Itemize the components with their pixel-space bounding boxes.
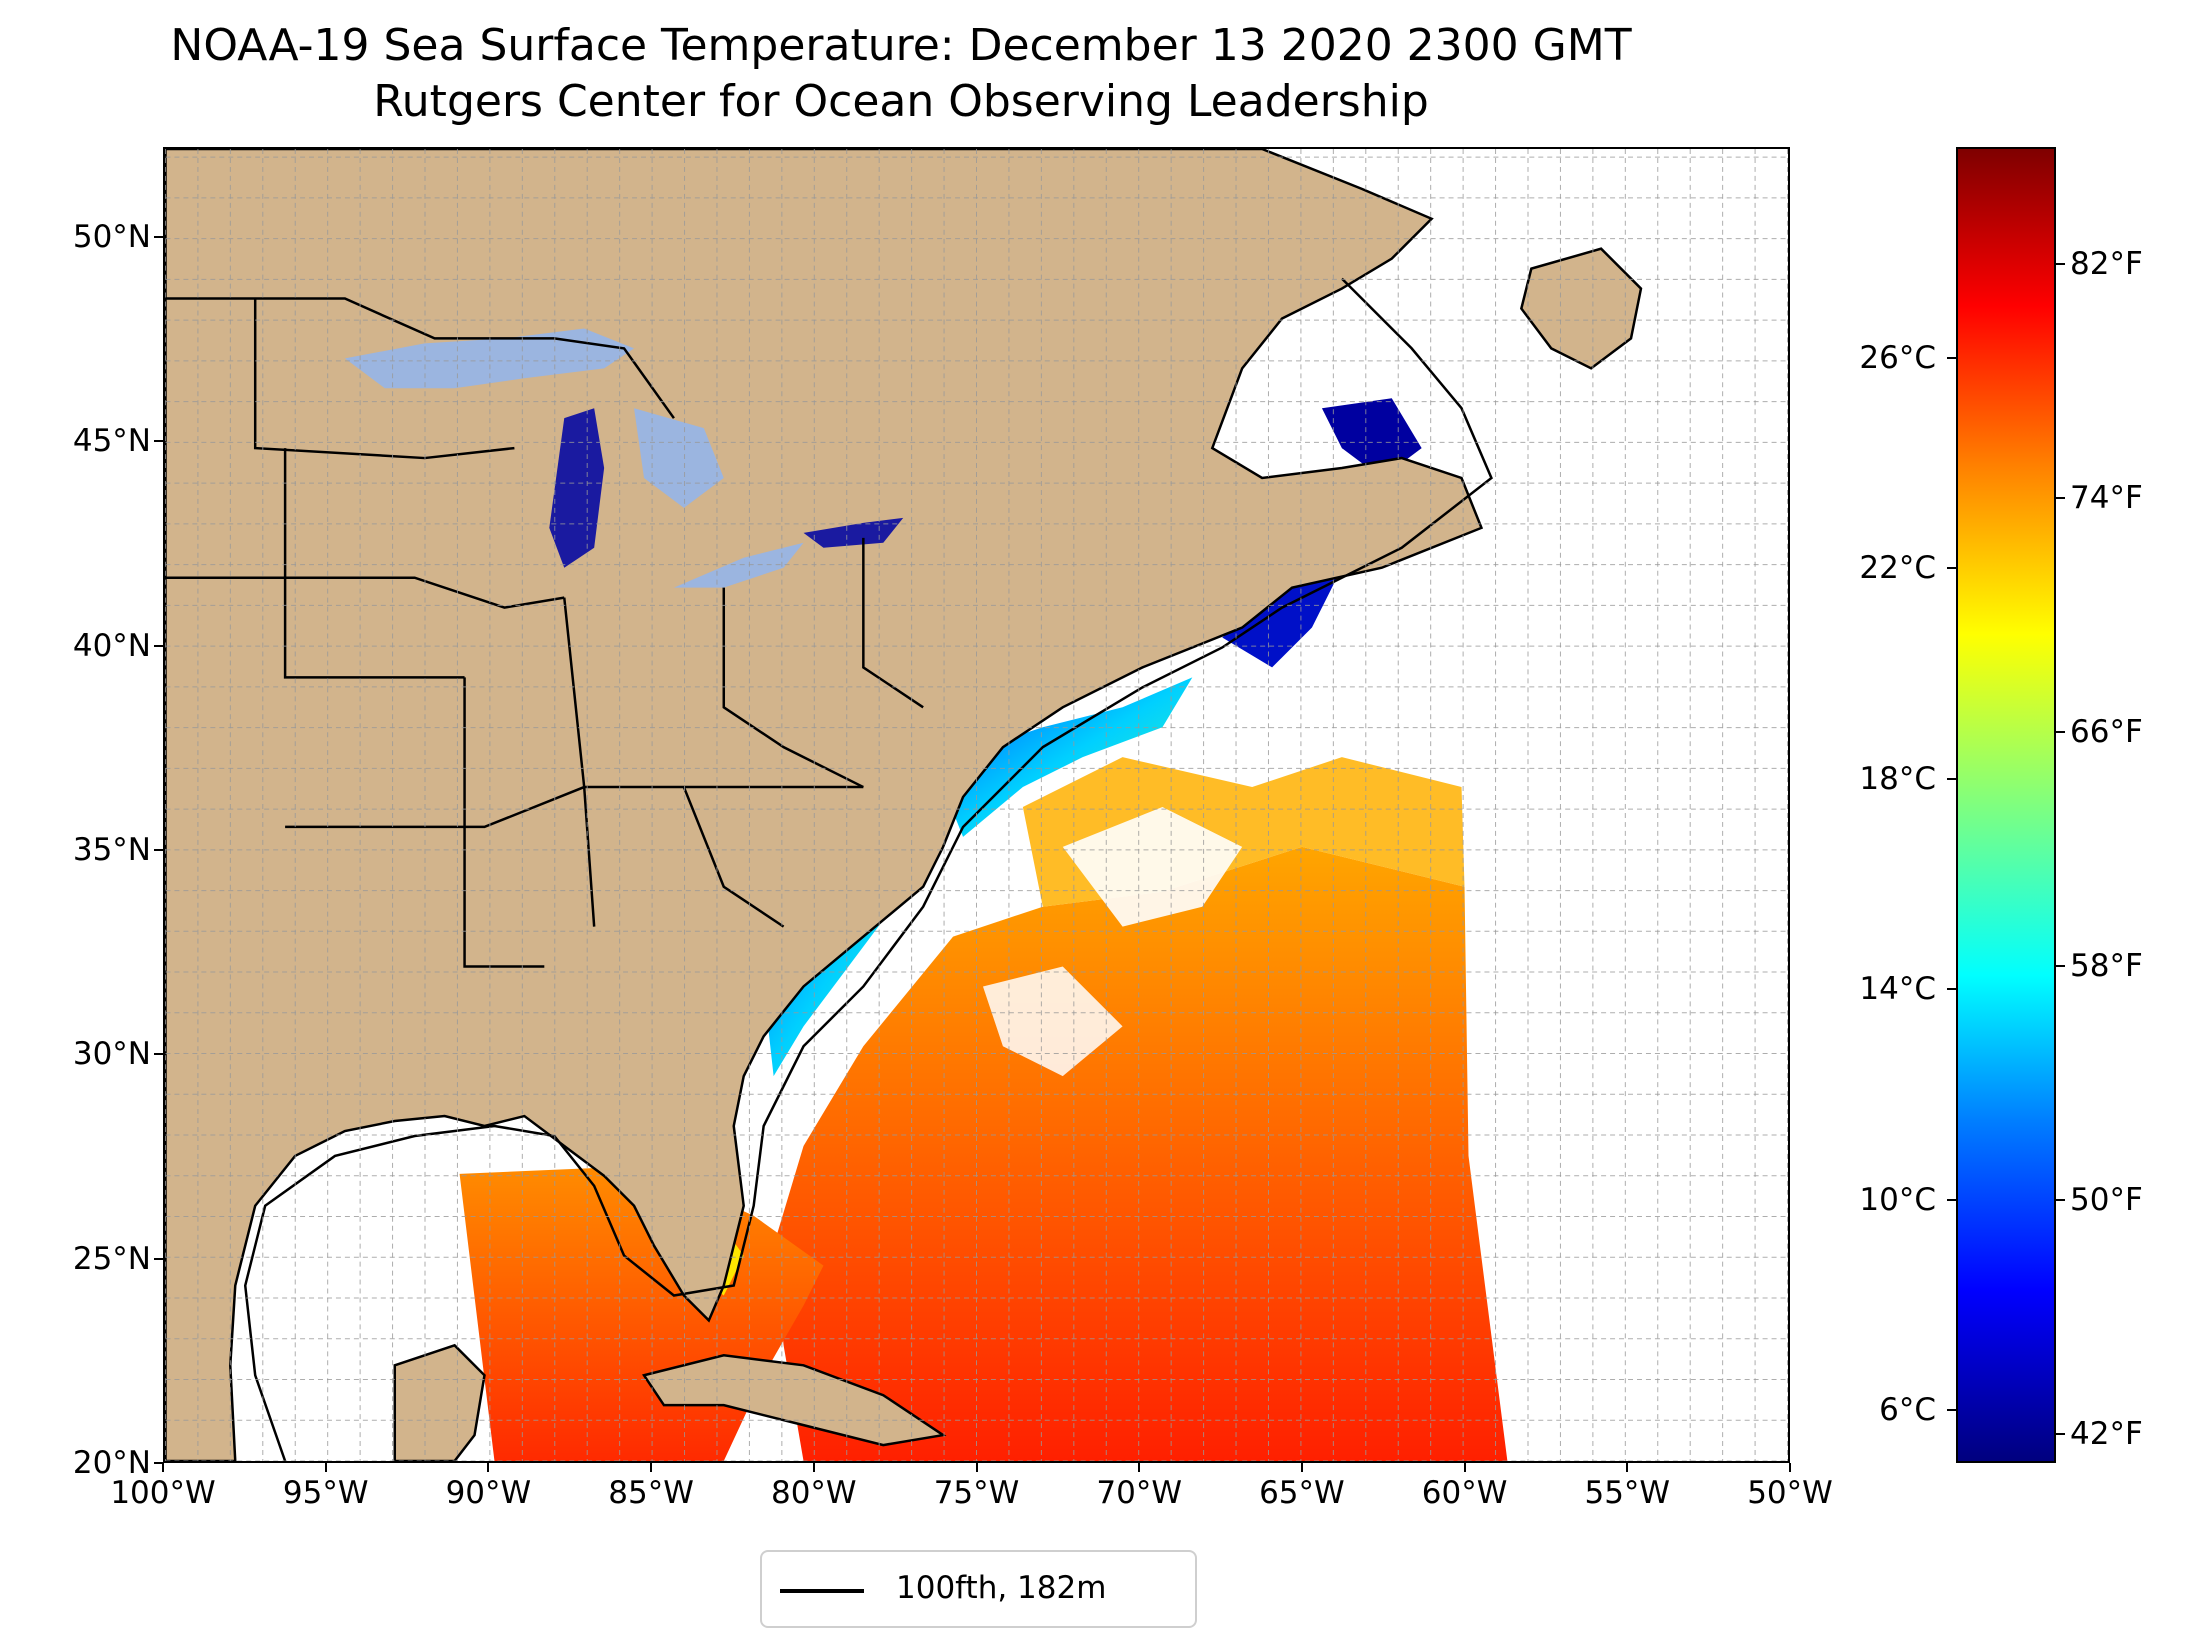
colorbar-fahrenheit-label: 58°F bbox=[2070, 947, 2143, 984]
axis-tick bbox=[2056, 730, 2065, 733]
lat-tick-label: 35°N bbox=[72, 831, 151, 868]
axis-tick bbox=[1789, 1463, 1791, 1472]
axis-tick bbox=[1947, 777, 1956, 780]
colorbar-fahrenheit-label: 42°F bbox=[2070, 1415, 2143, 1452]
colorbar-fahrenheit-label: 82°F bbox=[2070, 245, 2143, 282]
axis-tick bbox=[2056, 1432, 2065, 1435]
chart-subtitle: Rutgers Center for Ocean Observing Leade… bbox=[373, 76, 1429, 127]
axis-tick bbox=[1138, 1463, 1141, 1472]
colorbar-celsius-label: 22°C bbox=[1859, 550, 1936, 587]
lon-tick-label: 50°W bbox=[1747, 1475, 1833, 1511]
great-lakes bbox=[344, 328, 904, 588]
lon-tick-label: 90°W bbox=[445, 1475, 532, 1511]
axis-tick bbox=[154, 1462, 163, 1464]
chart-title: NOAA-19 Sea Surface Temperature: Decembe… bbox=[170, 20, 1632, 71]
lon-tick-label: 95°W bbox=[282, 1475, 369, 1511]
cuba-land bbox=[641, 1354, 947, 1447]
newfoundland-land bbox=[1519, 247, 1643, 370]
land bbox=[165, 149, 1643, 1461]
lat-tick-label: 45°N bbox=[72, 423, 151, 460]
legend-line-swatch bbox=[780, 1589, 864, 1593]
clouds-white-gaps bbox=[1062, 806, 1243, 927]
axis-tick bbox=[1947, 1409, 1956, 1412]
axis-tick bbox=[975, 1463, 978, 1472]
colorbar-celsius-label: 14°C bbox=[1859, 971, 1936, 1008]
lon-tick-label: 80°W bbox=[770, 1475, 857, 1511]
political-borders bbox=[165, 297, 924, 968]
sst-map bbox=[163, 147, 1790, 1463]
colorbar-celsius-label: 10°C bbox=[1859, 1181, 1936, 1218]
axis-tick bbox=[154, 1257, 163, 1260]
lat-tick-label: 25°N bbox=[72, 1240, 151, 1277]
colorbar-celsius-label: 6°C bbox=[1879, 1392, 1936, 1429]
axis-tick bbox=[154, 1053, 163, 1056]
colorbar-fahrenheit-label: 50°F bbox=[2070, 1181, 2143, 1218]
lake-huron bbox=[634, 408, 724, 508]
lat-tick-label: 40°N bbox=[72, 627, 151, 664]
axis-tick bbox=[154, 235, 163, 238]
axis-tick bbox=[1300, 1463, 1303, 1472]
isobath-100fth bbox=[243, 277, 1493, 1461]
axis-tick bbox=[2056, 1198, 2065, 1201]
lon-tick-label: 100°W bbox=[110, 1475, 216, 1511]
axis-tick bbox=[2056, 262, 2065, 265]
axis-tick bbox=[487, 1463, 490, 1472]
colorbar-celsius-label: 18°C bbox=[1859, 760, 1936, 797]
axis-tick bbox=[1626, 1463, 1629, 1472]
axis-tick bbox=[154, 440, 163, 443]
lon-tick-label: 85°W bbox=[608, 1475, 694, 1511]
axis-tick bbox=[1947, 988, 1956, 991]
north-america-land bbox=[165, 149, 1484, 1461]
axis-tick bbox=[1947, 1198, 1956, 1201]
lon-tick-label: 70°W bbox=[1096, 1475, 1182, 1511]
colorbar-fahrenheit-label: 66°F bbox=[2070, 713, 2143, 750]
mid-atlantic-shelf-water bbox=[943, 677, 1193, 837]
legend: 100fth, 182m bbox=[760, 1550, 1197, 1628]
gulf-stream-warm-water bbox=[773, 846, 1508, 1461]
legend-label: 100fth, 182m bbox=[896, 1570, 1107, 1606]
lon-tick-label: 60°W bbox=[1421, 1475, 1508, 1511]
graticule bbox=[165, 149, 1788, 1461]
axis-tick bbox=[1463, 1463, 1466, 1472]
lat-tick-label: 50°N bbox=[72, 218, 151, 255]
lake-michigan bbox=[549, 408, 605, 568]
axis-tick bbox=[2056, 964, 2065, 967]
clouds-white-gaps-2 bbox=[982, 966, 1123, 1077]
axis-tick bbox=[812, 1463, 815, 1472]
temperature-colorbar bbox=[1956, 147, 2056, 1463]
axis-tick bbox=[324, 1463, 327, 1472]
lat-tick-label: 20°N bbox=[72, 1445, 151, 1481]
colorbar-fahrenheit-label: 74°F bbox=[2070, 479, 2143, 516]
axis-tick bbox=[2056, 496, 2065, 499]
colorbar-celsius-label: 26°C bbox=[1859, 339, 1936, 376]
lon-tick-label: 75°W bbox=[933, 1475, 1020, 1511]
lat-tick-label: 30°N bbox=[72, 1036, 151, 1073]
axis-tick bbox=[650, 1463, 653, 1472]
axis-tick bbox=[1947, 567, 1956, 570]
axis-tick bbox=[1947, 356, 1956, 359]
lake-ontario bbox=[803, 517, 904, 548]
lake-erie bbox=[673, 542, 804, 588]
axis-tick bbox=[162, 1463, 164, 1472]
axis-tick bbox=[154, 848, 163, 851]
lon-tick-label: 55°W bbox=[1584, 1475, 1671, 1511]
axis-tick bbox=[154, 644, 163, 647]
lon-tick-label: 65°W bbox=[1259, 1475, 1345, 1511]
yucatan-land bbox=[393, 1343, 486, 1461]
